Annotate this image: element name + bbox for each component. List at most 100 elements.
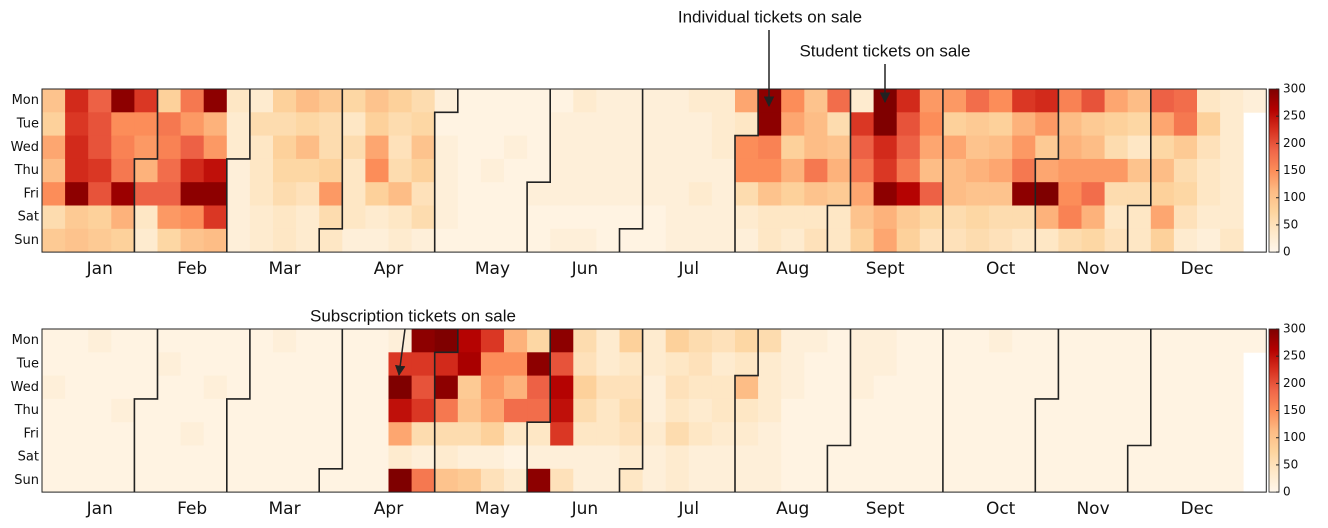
heat-cell [1150, 182, 1175, 206]
heat-cell [480, 112, 505, 136]
heat-cell [1035, 445, 1059, 470]
heat-cell [735, 89, 759, 113]
heat-cell [342, 158, 366, 183]
heat-cell [457, 468, 482, 493]
heat-cell [434, 398, 459, 423]
heat-cell [1197, 112, 1221, 136]
heat-cell [896, 375, 921, 400]
heat-cell [1012, 135, 1036, 160]
heat-cell [65, 445, 89, 470]
heat-cell [365, 112, 389, 136]
heat-cell [665, 112, 690, 136]
heat-cell [411, 158, 436, 183]
heat-cell [989, 89, 1013, 113]
heat-cell [573, 375, 597, 400]
heat-cell [804, 228, 828, 253]
heat-cell [203, 112, 228, 136]
heat-cell [342, 468, 366, 493]
heat-cell [688, 352, 713, 376]
heat-cell [88, 375, 112, 400]
heat-cell [665, 398, 690, 423]
heat-cell [457, 205, 482, 230]
heat-cell [111, 352, 135, 376]
heat-cell [642, 352, 667, 376]
heat-cell [942, 182, 967, 206]
heat-cell [896, 89, 921, 113]
heat-cell [1058, 89, 1082, 113]
heat-cell [1150, 352, 1175, 376]
heat-cell [504, 352, 528, 376]
heat-cell [527, 112, 551, 136]
heat-cell [1012, 205, 1036, 230]
heat-cell [388, 112, 412, 136]
heat-cell [1012, 352, 1036, 376]
colorbar-tick-label: 100 [1283, 190, 1306, 204]
heat-cell [504, 182, 528, 206]
heat-cell [1104, 205, 1129, 230]
heat-cell [111, 445, 135, 470]
month-label: May [475, 499, 510, 519]
heat-cell [596, 398, 620, 423]
heat-cell [1035, 352, 1059, 376]
colorbar-tick-label: 200 [1283, 376, 1306, 390]
heat-cell [273, 468, 297, 493]
heat-cell [65, 135, 89, 160]
heat-cell [365, 468, 389, 493]
heat-cell [111, 89, 135, 113]
heat-cell [711, 182, 736, 206]
heat-cell [434, 422, 459, 446]
heat-cell [42, 329, 66, 353]
heat-cell [273, 158, 297, 183]
heat-cell [850, 329, 874, 353]
heat-cell [758, 182, 782, 206]
heat-cell [434, 89, 459, 113]
heat-cell [319, 182, 343, 206]
heat-cell [550, 158, 574, 183]
heat-cell [296, 398, 320, 423]
heat-cell [781, 352, 805, 376]
heat-cell [1173, 228, 1198, 253]
heat-cell [434, 468, 459, 493]
heat-cell [1035, 182, 1059, 206]
heat-cell [203, 182, 228, 206]
heat-cell [1035, 89, 1059, 113]
heat-cell [873, 422, 898, 446]
heat-cell [88, 352, 112, 376]
heat-cell [434, 375, 459, 400]
heat-cell [735, 205, 759, 230]
heat-cell [88, 158, 112, 183]
heat-cell [1081, 228, 1105, 253]
heat-cell [758, 135, 782, 160]
heat-cell [596, 158, 620, 183]
heat-cell [111, 182, 135, 206]
heat-cell [1081, 445, 1105, 470]
heat-cell [1035, 468, 1059, 493]
month-boundary [133, 89, 159, 253]
heat-cell [388, 468, 412, 493]
heat-cell [688, 422, 713, 446]
heat-cell [504, 228, 528, 253]
heat-cell [919, 228, 944, 253]
heat-cell [203, 329, 228, 353]
heat-cell [873, 375, 898, 400]
month-label: Aug [776, 499, 809, 519]
heat-cell [850, 158, 874, 183]
heat-cell [226, 205, 251, 230]
heat-cell [711, 135, 736, 160]
heat-cell [942, 422, 967, 446]
heat-cell [480, 205, 505, 230]
heat-cell [273, 112, 297, 136]
heat-cell [457, 135, 482, 160]
heat-cell [596, 135, 620, 160]
heat-cell [966, 112, 990, 136]
heat-cell [711, 158, 736, 183]
heat-cell [134, 468, 158, 493]
heat-cell [411, 112, 436, 136]
heat-cell [1058, 112, 1082, 136]
heat-cell [527, 375, 551, 400]
day-label: Wed [11, 140, 39, 155]
heat-cell [688, 135, 713, 160]
heat-cell [319, 89, 343, 113]
month-boundary [618, 329, 644, 493]
heat-cell [665, 375, 690, 400]
